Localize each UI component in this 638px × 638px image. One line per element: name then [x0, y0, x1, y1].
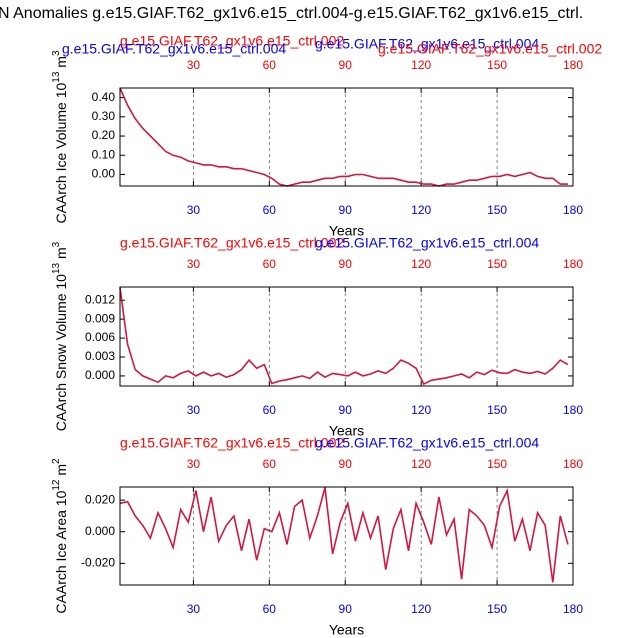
x-tick-label-top: 150	[487, 257, 507, 271]
run-label: g.e15.GIAF.T62_gx1v6.e15_ctrl.004	[315, 36, 539, 52]
run-label: g.e15.GIAF.T62_gx1v6.e15_ctrl.002	[120, 235, 344, 251]
y-axis-label: CAArch Ice Area 1012 m2	[51, 458, 69, 614]
y-tick-label: 0.006	[85, 330, 115, 344]
x-tick-label-top: 90	[339, 457, 353, 471]
y-axis-label-part: CAArch Ice Volume 10	[53, 82, 69, 223]
plot-frame	[119, 87, 574, 187]
x-tick-label: 90	[339, 602, 353, 616]
data-line	[119, 287, 569, 386]
x-axis-label: Years	[329, 223, 364, 239]
x-tick-label-top: 180	[563, 58, 583, 72]
y-tick-label: -0.020	[81, 556, 115, 570]
run-label: g.e15.GIAF.T62_gx1v6.e15_ctrl.002	[378, 41, 602, 57]
x-tick-label: 180	[563, 602, 583, 616]
plot-frame	[119, 286, 574, 387]
y-axis-label-part: m	[53, 247, 69, 263]
x-tick-label-top: 90	[339, 58, 353, 72]
y-axis-label-part: 3	[51, 50, 62, 56]
x-tick-label: 120	[411, 203, 431, 217]
x-tick-label-top: 150	[487, 457, 507, 471]
x-tick-label: 60	[263, 602, 277, 616]
y-tick-label: 0.003	[85, 349, 115, 363]
x-tick-label-top: 120	[411, 457, 431, 471]
x-tick-label-top: 60	[263, 457, 277, 471]
y-axis-label: CAArch Ice Volume 1013 m3	[51, 50, 69, 224]
y-axis-label-part: m	[53, 464, 69, 480]
chart-title: N Anomalies g.e15.GIAF.T62_gx1v6.e15_ctr…	[0, 5, 583, 22]
x-axis-label: Years	[329, 423, 364, 439]
x-tick-label: 60	[263, 403, 277, 417]
x-tick-label-top: 120	[411, 257, 431, 271]
x-axis-label: Years	[329, 622, 364, 638]
run-label: g.e15.GIAF.T62_gx1v6.e15_ctrl.002	[120, 435, 344, 451]
data-line	[119, 87, 568, 187]
x-tick-label: 90	[339, 203, 353, 217]
x-tick-label-top: 30	[187, 457, 201, 471]
x-tick-label: 150	[487, 403, 507, 417]
y-axis-label-part: 13	[51, 71, 62, 83]
y-axis-label-part: 12	[51, 479, 62, 491]
y-tick-label: 0.00	[92, 167, 116, 181]
x-tick-label-top: 180	[563, 457, 583, 471]
x-tick-label: 120	[411, 403, 431, 417]
y-tick-label: 0.012	[85, 292, 115, 306]
x-tick-label: 120	[411, 602, 431, 616]
x-tick-label: 30	[187, 203, 201, 217]
y-axis-label: CAArch Snow Volume 1013 m3	[51, 241, 69, 431]
y-tick-label: 0.020	[85, 492, 115, 506]
x-tick-label: 60	[263, 203, 277, 217]
x-tick-label-top: 150	[487, 58, 507, 72]
run-label: g.e15.GIAF.T62_gx1v6.e15_ctrl.004	[315, 435, 539, 451]
run-label: g.e15.GIAF.T62_gx1v6.e15_ctrl.004	[62, 41, 286, 57]
x-tick-label-top: 60	[263, 58, 277, 72]
data-line	[119, 487, 569, 583]
x-tick-label-top: 30	[187, 58, 201, 72]
x-tick-label: 90	[339, 403, 353, 417]
y-tick-label: 0.40	[92, 90, 116, 104]
x-tick-label: 150	[487, 602, 507, 616]
y-tick-label: 0.30	[92, 109, 116, 123]
y-axis-label-part: CAArch Snow Volume 10	[53, 274, 69, 431]
x-tick-label-top: 90	[339, 257, 353, 271]
y-axis-label-part: m	[53, 56, 69, 72]
y-tick-label: 0.20	[92, 128, 116, 142]
y-tick-label: 0.000	[85, 524, 115, 538]
x-tick-label-top: 180	[563, 257, 583, 271]
x-tick-label-top: 120	[411, 58, 431, 72]
plot-frame	[119, 486, 574, 586]
run-label: g.e15.GIAF.T62_gx1v6.e15_ctrl.002	[120, 33, 344, 49]
x-tick-label: 180	[563, 203, 583, 217]
x-tick-label-top: 30	[187, 257, 201, 271]
x-tick-label: 150	[487, 203, 507, 217]
y-tick-label: 0.009	[85, 311, 115, 325]
y-axis-label-part: CAArch Ice Area 10	[53, 490, 69, 613]
x-tick-label: 30	[187, 403, 201, 417]
y-tick-label: 0.10	[92, 147, 116, 161]
x-tick-label: 30	[187, 602, 201, 616]
x-tick-label-top: 60	[263, 257, 277, 271]
y-tick-label: 0.000	[85, 368, 115, 382]
y-axis-label-part: 13	[51, 262, 62, 274]
y-axis-label-part: 2	[51, 458, 62, 464]
y-axis-label-part: 3	[51, 241, 62, 247]
run-label: g.e15.GIAF.T62_gx1v6.e15_ctrl.004	[315, 235, 539, 251]
x-tick-label: 180	[563, 403, 583, 417]
